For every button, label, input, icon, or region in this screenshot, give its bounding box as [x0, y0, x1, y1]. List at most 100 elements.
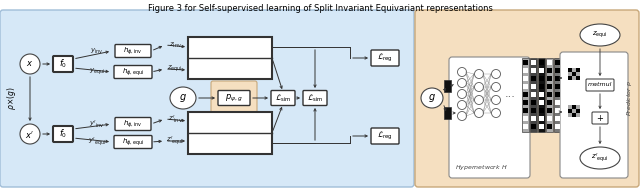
Text: $x$: $x$	[26, 60, 34, 68]
Text: $z'_{\rm equi}$: $z'_{\rm equi}$	[591, 152, 609, 164]
Bar	[547, 76, 552, 81]
Text: $\mathcal{L}_{\rm reg}$: $\mathcal{L}_{\rm reg}$	[377, 52, 393, 64]
Text: $f_0$: $f_0$	[59, 58, 67, 70]
Bar	[539, 60, 544, 65]
FancyBboxPatch shape	[53, 56, 73, 72]
Text: $y_{\rm equi}$: $y_{\rm equi}$	[89, 67, 105, 77]
Bar	[555, 84, 560, 89]
Text: $h_{\phi,\rm inv}$: $h_{\phi,\rm inv}$	[124, 45, 143, 57]
Bar	[547, 100, 552, 105]
Bar	[522, 58, 529, 132]
Bar	[531, 84, 536, 89]
Ellipse shape	[580, 147, 620, 169]
Ellipse shape	[170, 87, 196, 109]
Text: $p_{\psi,g}$: $p_{\psi,g}$	[225, 92, 243, 104]
Bar	[523, 92, 528, 97]
Text: $\mathcal{L}_{\rm reg}$: $\mathcal{L}_{\rm reg}$	[377, 130, 393, 142]
Circle shape	[458, 67, 467, 77]
Text: $\mathcal{L}_{\rm sim}$: $\mathcal{L}_{\rm sim}$	[275, 92, 291, 104]
FancyBboxPatch shape	[211, 81, 257, 115]
Ellipse shape	[20, 124, 40, 144]
Bar	[539, 92, 544, 97]
Text: $z_{\rm inv}$: $z_{\rm inv}$	[168, 40, 182, 50]
FancyBboxPatch shape	[449, 57, 530, 178]
Bar	[547, 68, 552, 73]
Circle shape	[474, 95, 483, 105]
Bar	[572, 72, 575, 75]
Bar	[576, 68, 579, 71]
Bar	[568, 113, 572, 116]
Bar	[576, 113, 579, 116]
Bar	[523, 76, 528, 81]
Text: $g$: $g$	[179, 92, 187, 104]
Bar	[531, 60, 536, 65]
Text: Figure 3 for Self-supervised learning of Split Invariant Equivariant representat: Figure 3 for Self-supervised learning of…	[148, 4, 492, 13]
Text: $f_0$: $f_0$	[59, 128, 67, 140]
Bar	[572, 109, 575, 112]
Circle shape	[458, 90, 467, 98]
Circle shape	[474, 70, 483, 78]
Bar	[576, 109, 579, 112]
Text: $z_{\rm equi}$: $z_{\rm equi}$	[592, 30, 608, 40]
Bar	[539, 68, 544, 73]
Bar	[531, 68, 536, 73]
Bar	[444, 107, 451, 119]
Bar	[531, 92, 536, 97]
Bar	[555, 76, 560, 81]
FancyBboxPatch shape	[415, 10, 639, 187]
Text: $z'_{\rm equi}$: $z'_{\rm equi}$	[166, 135, 184, 147]
Bar	[531, 116, 536, 121]
Circle shape	[492, 108, 500, 118]
Bar	[539, 116, 544, 121]
FancyBboxPatch shape	[114, 66, 152, 78]
FancyBboxPatch shape	[303, 91, 327, 105]
Bar	[576, 105, 579, 108]
FancyBboxPatch shape	[218, 91, 250, 105]
Bar	[555, 116, 560, 121]
Bar	[547, 108, 552, 113]
Bar	[531, 76, 536, 81]
Text: $g$: $g$	[428, 92, 436, 104]
Text: Hypernetwork $H$: Hypernetwork $H$	[454, 163, 508, 173]
Bar	[539, 100, 544, 105]
Circle shape	[474, 83, 483, 91]
Bar	[547, 116, 552, 121]
Circle shape	[458, 78, 467, 88]
Bar	[568, 76, 572, 80]
FancyBboxPatch shape	[371, 128, 399, 144]
FancyBboxPatch shape	[592, 112, 608, 124]
FancyBboxPatch shape	[560, 52, 628, 178]
Bar	[576, 72, 579, 75]
Ellipse shape	[20, 54, 40, 74]
Bar	[539, 84, 544, 89]
FancyBboxPatch shape	[371, 50, 399, 66]
Bar	[572, 105, 575, 108]
FancyBboxPatch shape	[115, 44, 151, 57]
Bar	[568, 68, 572, 71]
Text: $y'_{\rm inv}$: $y'_{\rm inv}$	[89, 118, 105, 130]
Ellipse shape	[421, 88, 443, 108]
Bar	[523, 68, 528, 73]
Bar	[554, 58, 561, 132]
Text: ...: ...	[504, 89, 515, 99]
Bar	[523, 124, 528, 129]
Text: matmul: matmul	[588, 83, 612, 88]
Bar	[555, 60, 560, 65]
Bar	[555, 100, 560, 105]
Bar	[547, 124, 552, 129]
Bar	[188, 37, 272, 79]
Circle shape	[474, 108, 483, 118]
Circle shape	[492, 83, 500, 91]
Bar	[547, 92, 552, 97]
Text: Predictor $p$: Predictor $p$	[625, 80, 634, 116]
Circle shape	[492, 95, 500, 105]
Bar	[523, 100, 528, 105]
Ellipse shape	[580, 24, 620, 46]
Bar	[555, 108, 560, 113]
Text: $z'_{\rm inv}$: $z'_{\rm inv}$	[168, 113, 182, 125]
Bar	[568, 72, 572, 75]
Bar	[188, 112, 272, 154]
Bar	[539, 124, 544, 129]
Text: $y_{\rm inv}$: $y_{\rm inv}$	[90, 46, 104, 56]
Text: $x'$: $x'$	[26, 129, 35, 139]
